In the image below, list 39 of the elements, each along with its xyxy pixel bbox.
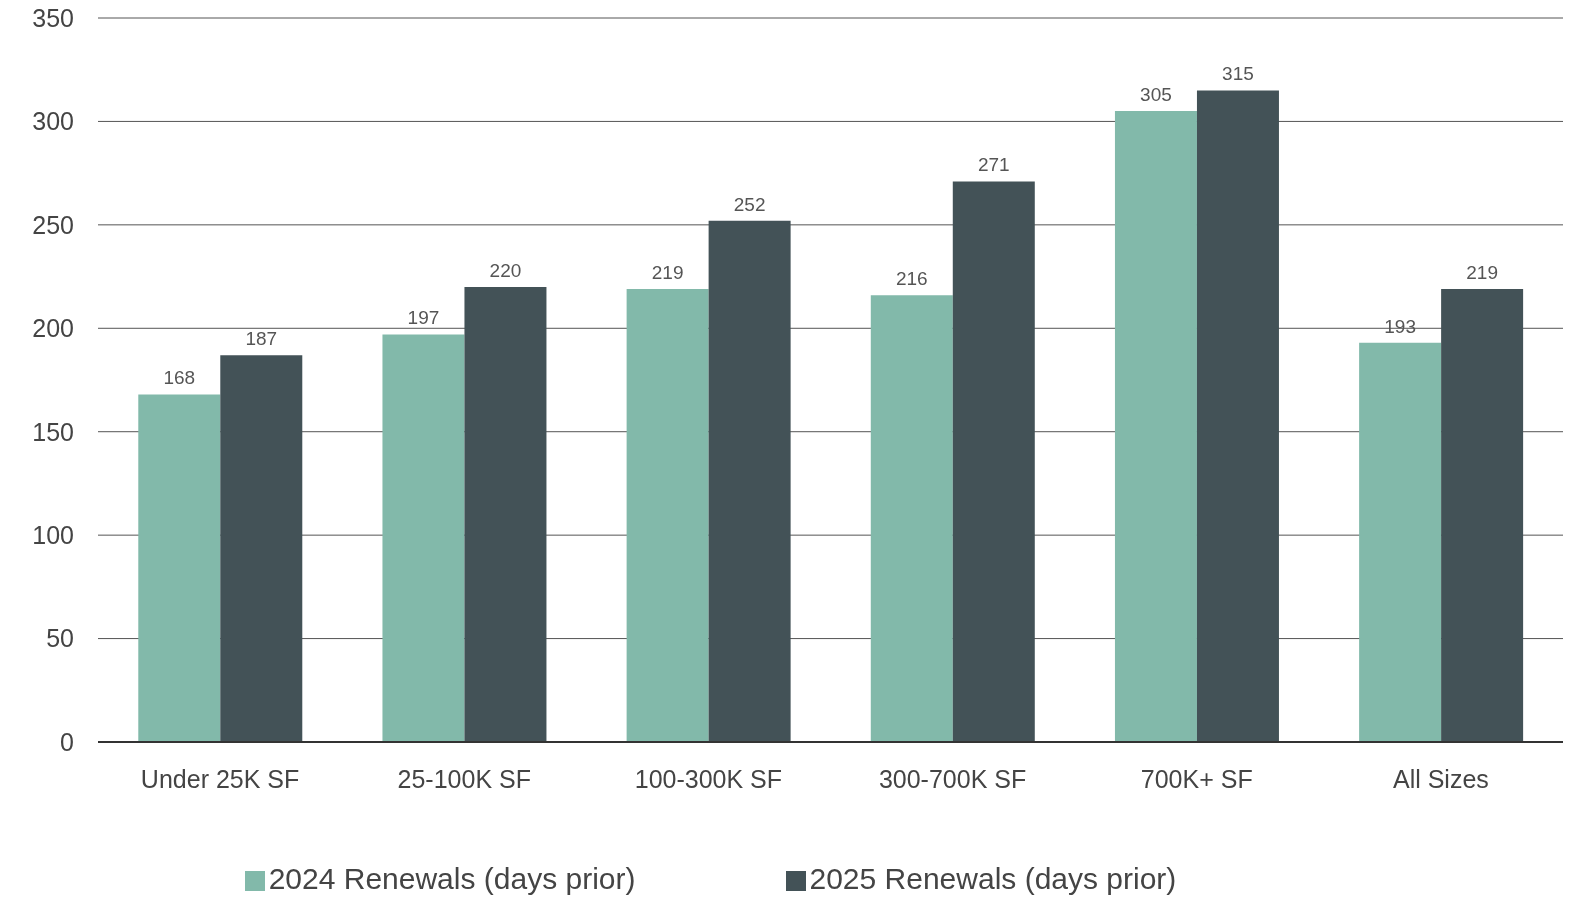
y-tick-label: 200	[32, 314, 74, 343]
legend-label: 2025 Renewals (days prior)	[809, 862, 1177, 895]
x-tick-label: Under 25K SF	[140, 764, 300, 793]
data-label: 168	[163, 367, 196, 389]
data-label: 187	[245, 328, 278, 350]
bar	[138, 394, 221, 742]
x-tick-label: 700K+ SF	[1140, 764, 1253, 793]
bar	[1359, 342, 1442, 742]
y-tick-label: 250	[32, 210, 74, 239]
legend-label: 2024 Renewals (days prior)	[268, 862, 636, 895]
data-label: 219	[1466, 261, 1498, 283]
data-label: 216	[895, 268, 928, 290]
data-label: 305	[1140, 84, 1172, 106]
data-label: 219	[651, 261, 684, 283]
y-tick-label: 0	[60, 727, 74, 756]
bar	[220, 355, 303, 742]
bar	[1441, 288, 1524, 742]
data-label: 315	[1222, 63, 1254, 85]
data-label: 252	[733, 193, 766, 215]
y-tick-label: 150	[32, 417, 74, 446]
y-tick-label: 50	[46, 624, 74, 653]
bar	[952, 181, 1035, 742]
data-label: 197	[407, 307, 440, 329]
y-tick-label: 300	[32, 107, 74, 136]
bar	[626, 288, 709, 742]
x-tick-label: All Sizes	[1392, 764, 1489, 793]
bar	[464, 286, 547, 742]
bar	[1196, 90, 1279, 742]
x-tick-label: 100-300K SF	[634, 764, 783, 793]
bar	[708, 220, 791, 742]
data-label: 271	[977, 154, 1010, 176]
y-tick-label: 350	[32, 3, 74, 32]
data-label: 220	[489, 259, 522, 281]
x-tick-label: 300-700K SF	[878, 764, 1027, 793]
bar	[1114, 111, 1197, 742]
bar	[870, 295, 953, 742]
x-tick-label: 25-100K SF	[397, 764, 531, 793]
y-tick-label: 100	[32, 521, 74, 550]
bar	[382, 334, 465, 742]
